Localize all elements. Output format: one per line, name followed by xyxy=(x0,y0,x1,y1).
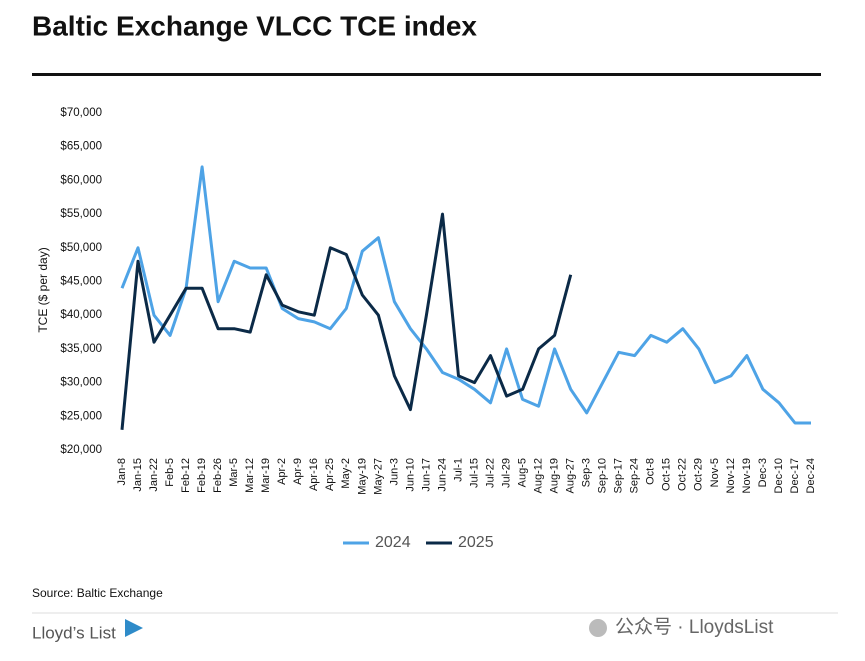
watermark-icon xyxy=(589,619,607,637)
legend-label: 2025 xyxy=(458,534,494,551)
x-tick-label: May-27 xyxy=(372,458,384,495)
x-tick-label: Jul-22 xyxy=(484,458,496,488)
x-tick-label: Sep-10 xyxy=(597,458,609,493)
x-tick-label: Nov-19 xyxy=(741,458,753,493)
x-tick-label: Jun-17 xyxy=(420,458,432,492)
x-tick-label: Oct-29 xyxy=(693,458,705,491)
chart-title: Baltic Exchange VLCC TCE index xyxy=(32,10,477,41)
x-tick-label: Jun-24 xyxy=(436,458,448,492)
x-tick-label: Dec-3 xyxy=(757,458,769,487)
x-tick-label: Oct-8 xyxy=(645,458,657,485)
watermark: 公众号 · LloydsList xyxy=(615,616,774,638)
y-tick-label: $20,000 xyxy=(60,444,102,456)
x-tick-label: Feb-5 xyxy=(164,458,176,487)
x-tick-label: Mar-12 xyxy=(244,458,256,493)
x-tick-label: Feb-19 xyxy=(196,458,208,493)
x-tick-label: Apr-9 xyxy=(292,458,304,485)
x-tick-label: Mar-19 xyxy=(260,458,272,493)
x-tick-label: Aug-5 xyxy=(516,458,528,487)
y-tick-label: $65,000 xyxy=(60,141,102,153)
x-tick-label: Sep-3 xyxy=(581,458,593,487)
legend-label: 2024 xyxy=(375,534,411,551)
x-tick-label: Jul-29 xyxy=(500,458,512,488)
brand: Lloyd’s List xyxy=(32,623,116,642)
series-line xyxy=(120,212,573,430)
x-tick-label: Nov-12 xyxy=(725,458,737,493)
y-tick-label: $35,000 xyxy=(60,343,102,355)
x-tick-label: Sep-17 xyxy=(613,458,625,493)
x-tick-label: Feb-12 xyxy=(180,458,192,493)
series-line xyxy=(120,165,811,425)
x-tick-label: Dec-17 xyxy=(789,458,801,493)
x-tick-label: Jan-15 xyxy=(132,458,144,492)
x-tick-label: Jan-8 xyxy=(116,458,128,486)
y-tick-label: $45,000 xyxy=(60,276,102,288)
x-tick-label: May-19 xyxy=(356,458,368,495)
y-tick-label: $55,000 xyxy=(60,208,102,220)
y-axis-label: TCE ($ per day) xyxy=(36,247,50,332)
y-tick-label: $60,000 xyxy=(60,174,102,186)
x-tick-label: Aug-19 xyxy=(549,458,561,493)
brand-logo xyxy=(125,619,143,637)
x-tick-label: Aug-27 xyxy=(565,458,577,493)
x-tick-label: Aug-12 xyxy=(533,458,545,493)
x-tick-label: Jun-10 xyxy=(404,458,416,492)
x-tick-label: May-2 xyxy=(340,458,352,489)
x-tick-label: Jul-15 xyxy=(468,458,480,488)
x-tick-label: Jul-1 xyxy=(452,458,464,482)
x-tick-label: Dec-10 xyxy=(773,458,785,493)
x-tick-label: Dec-24 xyxy=(805,458,817,493)
y-tick-label: $25,000 xyxy=(60,410,102,422)
y-tick-label: $30,000 xyxy=(60,377,102,389)
y-tick-label: $50,000 xyxy=(60,242,102,254)
x-tick-label: Jan-22 xyxy=(148,458,160,492)
y-tick-label: $40,000 xyxy=(60,309,102,321)
title-rule xyxy=(32,73,821,76)
x-tick-label: Apr-2 xyxy=(276,458,288,485)
x-tick-label: Oct-15 xyxy=(661,458,673,491)
x-tick-label: Apr-25 xyxy=(324,458,336,491)
x-tick-label: Sep-24 xyxy=(629,458,641,493)
x-tick-label: Oct-22 xyxy=(677,458,689,491)
x-tick-label: Mar-5 xyxy=(228,458,240,487)
x-tick-label: Apr-16 xyxy=(308,458,320,491)
x-tick-label: Jun-3 xyxy=(388,458,400,486)
source: Source: Baltic Exchange xyxy=(32,586,163,600)
y-tick-label: $70,000 xyxy=(60,107,102,119)
x-tick-label: Nov-5 xyxy=(709,458,721,487)
x-tick-label: Feb-26 xyxy=(212,458,224,493)
